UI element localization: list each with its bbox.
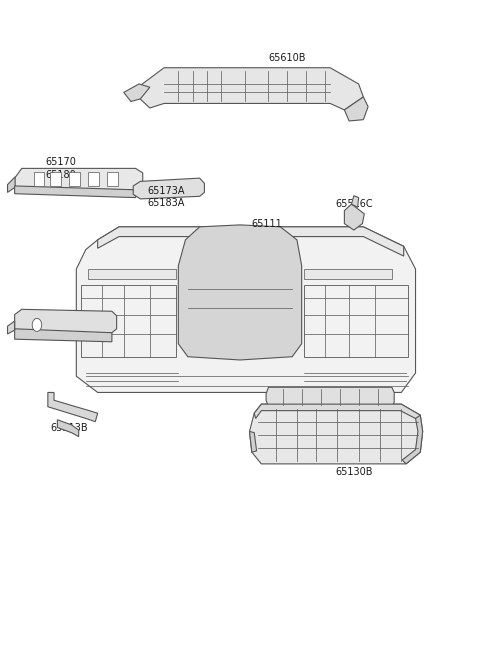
Polygon shape — [133, 178, 204, 199]
Polygon shape — [14, 168, 143, 190]
Polygon shape — [402, 415, 423, 464]
Text: 65150: 65150 — [46, 316, 76, 326]
Polygon shape — [250, 404, 423, 464]
Polygon shape — [48, 392, 97, 422]
Polygon shape — [344, 204, 364, 230]
Text: 65210: 65210 — [276, 402, 306, 412]
Polygon shape — [69, 172, 80, 186]
Polygon shape — [250, 432, 257, 452]
Polygon shape — [107, 172, 118, 186]
Circle shape — [32, 318, 42, 331]
Polygon shape — [14, 329, 112, 342]
Polygon shape — [351, 196, 359, 208]
Polygon shape — [88, 172, 98, 186]
Polygon shape — [266, 387, 394, 407]
Polygon shape — [304, 269, 392, 279]
Polygon shape — [124, 84, 150, 102]
Text: 65173A: 65173A — [147, 186, 185, 196]
Text: 65516C: 65516C — [335, 199, 372, 209]
Polygon shape — [138, 67, 363, 110]
Polygon shape — [8, 177, 15, 193]
Polygon shape — [97, 227, 404, 256]
Polygon shape — [57, 420, 79, 437]
Polygon shape — [8, 321, 14, 334]
Text: 65513B: 65513B — [50, 423, 88, 433]
Text: 65170: 65170 — [46, 157, 76, 167]
Polygon shape — [344, 97, 368, 121]
Text: 65183A: 65183A — [147, 198, 185, 208]
Polygon shape — [14, 309, 117, 334]
Text: 65111: 65111 — [252, 219, 283, 229]
Polygon shape — [34, 172, 44, 186]
Polygon shape — [88, 269, 176, 279]
Polygon shape — [179, 225, 301, 360]
Text: 65130B: 65130B — [335, 466, 372, 477]
Polygon shape — [76, 227, 416, 392]
Polygon shape — [50, 172, 60, 186]
Text: 65180: 65180 — [46, 170, 76, 180]
Polygon shape — [14, 186, 136, 198]
Text: 65220: 65220 — [276, 413, 307, 423]
Text: 65610B: 65610B — [268, 53, 306, 63]
Polygon shape — [254, 404, 420, 420]
